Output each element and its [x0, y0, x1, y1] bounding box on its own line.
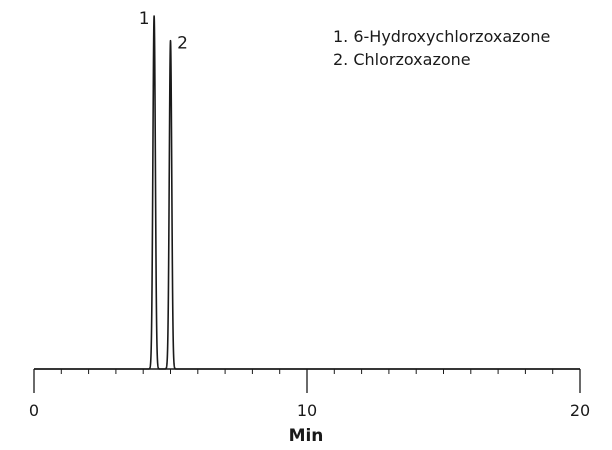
x-axis-title: Min: [289, 426, 324, 446]
x-axis-ticks: [33, 369, 581, 393]
legend-entry-2: 2. Chlorzoxazone: [333, 50, 471, 69]
chromatogram-trace: [33, 15, 581, 370]
tick-label-20: 20: [570, 401, 590, 420]
legend: 1. 6-Hydroxychlorzoxazone 2. Chlorzoxazo…: [333, 27, 550, 69]
tick-label-10: 10: [297, 401, 317, 420]
tick-label-0: 0: [29, 401, 39, 420]
legend-entry-1: 1. 6-Hydroxychlorzoxazone: [333, 27, 550, 46]
x-axis-tick-labels: 0 10 20: [29, 401, 590, 420]
peak-labels: 12: [139, 9, 188, 54]
peak-label-2: 2: [177, 34, 188, 54]
peak-label-1: 1: [139, 9, 150, 29]
